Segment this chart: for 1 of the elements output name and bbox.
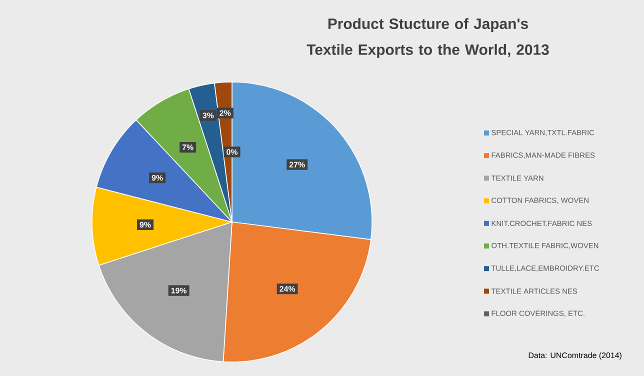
chart-title: Product Stucture of Japan's Textile Exports to the World, 2013: [306, 18, 549, 58]
